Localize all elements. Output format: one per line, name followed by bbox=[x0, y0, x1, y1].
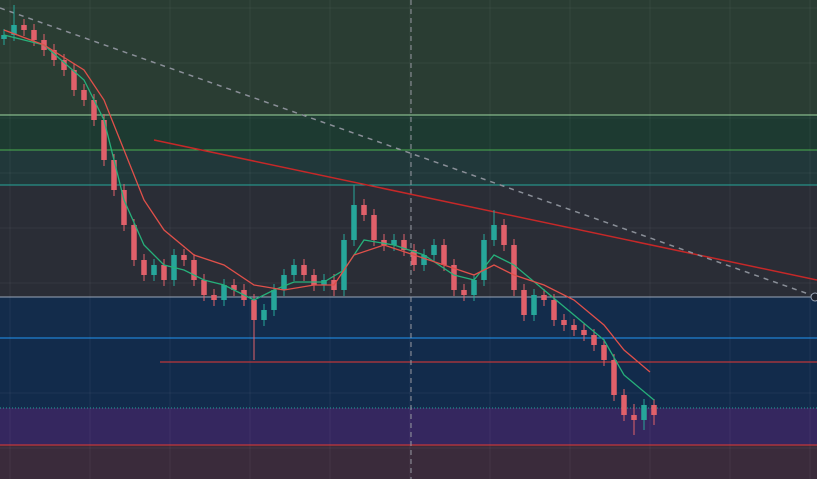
candle-body bbox=[191, 260, 197, 280]
candle-body bbox=[561, 320, 567, 325]
candle-body bbox=[611, 360, 617, 395]
candle-body bbox=[181, 255, 187, 260]
candle-body bbox=[21, 25, 27, 30]
candle-body bbox=[631, 415, 637, 420]
candle-body bbox=[121, 190, 127, 225]
candle-body bbox=[541, 295, 547, 300]
zone bbox=[0, 445, 817, 479]
candle-body bbox=[371, 215, 377, 240]
candle-body bbox=[71, 70, 77, 90]
candle-body bbox=[111, 160, 117, 190]
candle-body bbox=[271, 290, 277, 310]
zone bbox=[0, 297, 817, 338]
candle-body bbox=[451, 265, 457, 290]
candle-body bbox=[151, 265, 157, 275]
candle-body bbox=[311, 275, 317, 285]
candle-body bbox=[431, 245, 437, 255]
candle-body bbox=[141, 260, 147, 275]
candle-body bbox=[441, 245, 447, 265]
candle-body bbox=[101, 120, 107, 160]
candle-body bbox=[341, 240, 347, 290]
candle-body bbox=[601, 345, 607, 360]
candle-body bbox=[381, 240, 387, 245]
candle-body bbox=[91, 100, 97, 120]
candle-body bbox=[61, 60, 67, 70]
candle-body bbox=[221, 285, 227, 300]
candle-body bbox=[131, 225, 137, 260]
candle-body bbox=[471, 280, 477, 295]
candle-body bbox=[411, 250, 417, 265]
candle-body bbox=[291, 265, 297, 275]
zone bbox=[0, 150, 817, 185]
candle-body bbox=[81, 90, 87, 100]
candle-body bbox=[501, 225, 507, 245]
candle-body bbox=[281, 275, 287, 290]
candle-body bbox=[581, 330, 587, 335]
candle-body bbox=[301, 265, 307, 275]
candle-body bbox=[531, 295, 537, 315]
candle-body bbox=[651, 405, 657, 415]
moving-average bbox=[3, 29, 651, 373]
candle-body bbox=[251, 300, 257, 320]
candle-body bbox=[551, 300, 557, 320]
candle-body bbox=[51, 50, 57, 60]
trend-line bbox=[0, 7, 817, 298]
candle-body bbox=[481, 240, 487, 280]
candle-body bbox=[461, 290, 467, 295]
zone bbox=[0, 0, 817, 115]
candle-body bbox=[491, 225, 497, 240]
candle-body bbox=[211, 295, 217, 300]
candle-body bbox=[641, 405, 647, 420]
candle-body bbox=[391, 240, 397, 245]
candle-body bbox=[1, 35, 7, 39]
candle-body bbox=[621, 395, 627, 415]
candle-body bbox=[591, 335, 597, 345]
zone bbox=[0, 408, 817, 445]
candle-body bbox=[571, 325, 577, 330]
zone bbox=[0, 338, 817, 408]
candle-body bbox=[421, 255, 427, 265]
candle-body bbox=[521, 290, 527, 315]
candle-body bbox=[161, 265, 167, 280]
price-marker bbox=[810, 292, 817, 302]
candle-body bbox=[401, 240, 407, 250]
candle-body bbox=[11, 25, 17, 35]
zone bbox=[0, 115, 817, 150]
candle-body bbox=[31, 30, 37, 40]
candle-body bbox=[361, 205, 367, 215]
candle-body bbox=[231, 285, 237, 290]
candle-body bbox=[511, 245, 517, 290]
trend-line bbox=[153, 139, 817, 281]
candle-body bbox=[261, 310, 267, 320]
candle-body bbox=[351, 205, 357, 240]
candle-body bbox=[201, 280, 207, 295]
